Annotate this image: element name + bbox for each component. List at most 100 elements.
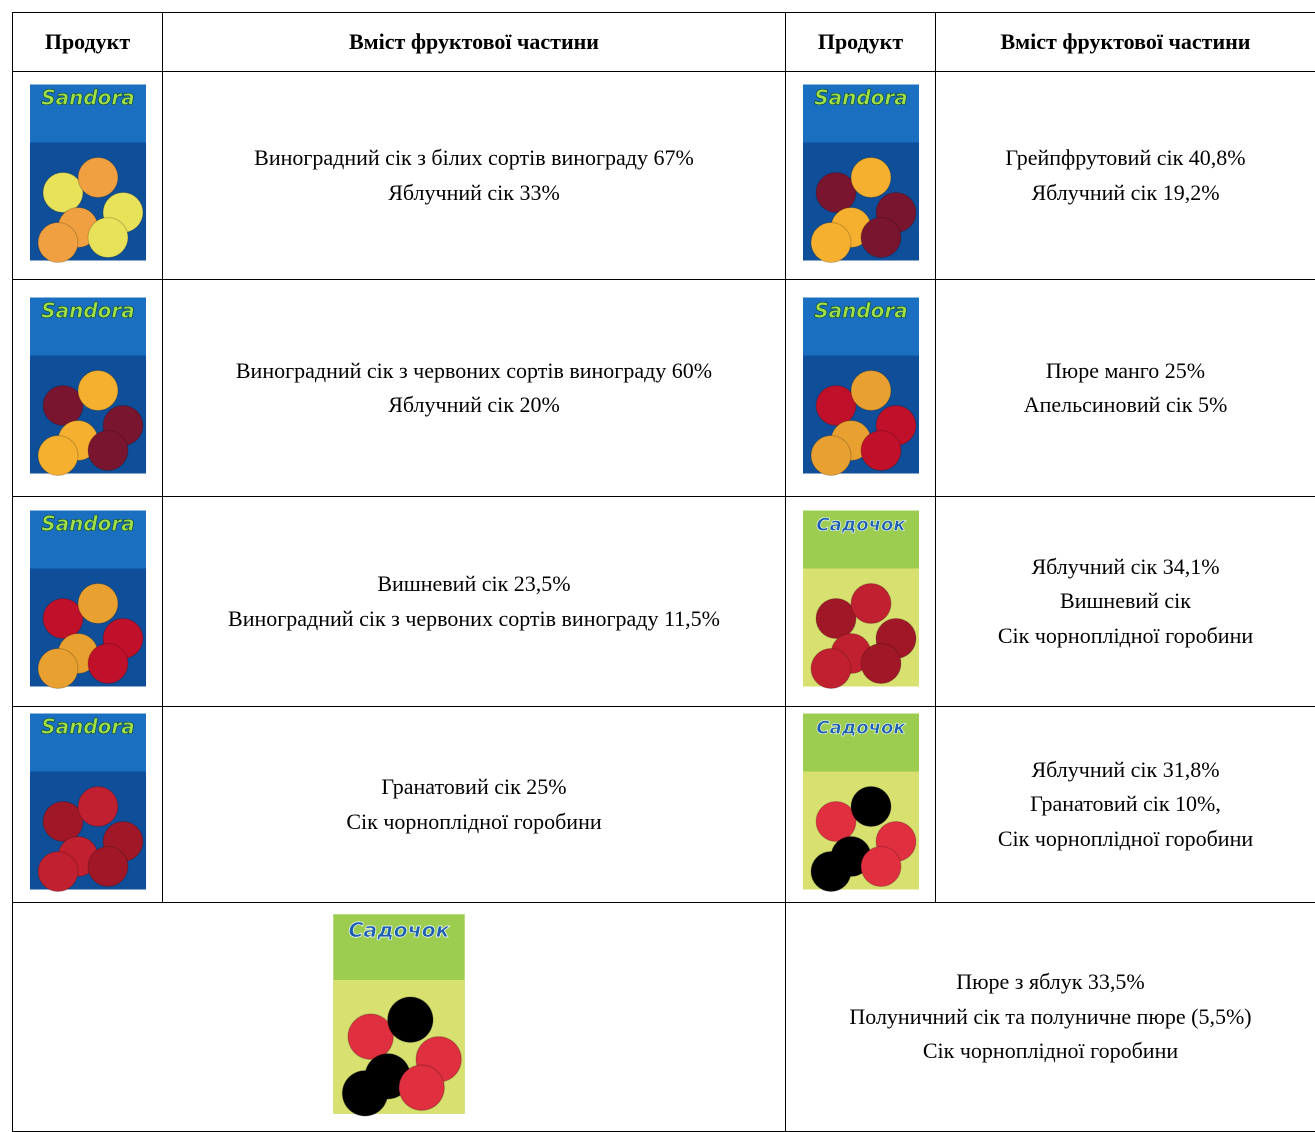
brand-name: Sandora	[41, 512, 135, 536]
table-row: Sandora Виноградний сік з червоних сортів…	[13, 280, 1315, 497]
brand-name: Садочок	[348, 918, 450, 942]
product-cell: Садочок	[13, 903, 786, 1132]
product-cell: Sandora	[786, 72, 936, 280]
fruit	[816, 173, 856, 213]
brand-name: Sandora	[41, 86, 135, 110]
fruit	[43, 802, 83, 842]
product-image: Sandora	[801, 80, 921, 265]
header-cell: Вміст фруктової частини	[936, 13, 1315, 72]
content-line: Вишневий сік 23,5%	[167, 571, 781, 597]
fruit	[851, 584, 891, 624]
content-cell: Вишневий сік 23,5% Виноградний сік з черв…	[163, 497, 786, 707]
content-line: Пюре манго 25%	[940, 358, 1311, 384]
fruit	[78, 787, 118, 827]
content-line: Грейпфрутовий сік 40,8%	[940, 145, 1311, 171]
content-cell: Виноградний сік з білих сортів винограду…	[163, 72, 786, 280]
fruit	[78, 370, 118, 410]
header-cell: Продукт	[13, 13, 163, 72]
content-cell: Пюре з яблук 33,5% Полуничний сік та полу…	[786, 903, 1315, 1132]
content-cell: Яблучний сік 34,1% Вишневий сік Сік чорноп…	[936, 497, 1315, 707]
brand-name: Sandora	[814, 86, 908, 110]
fruit	[811, 649, 851, 689]
fruit	[88, 218, 128, 258]
fruit	[816, 802, 856, 842]
product-image: Sandora	[28, 293, 148, 478]
fruit	[38, 435, 78, 475]
content-line: Апельсиновий сік 5%	[940, 392, 1311, 418]
fruit	[816, 599, 856, 639]
product-cell: Sandora	[13, 707, 163, 903]
product-cell: Sandora	[13, 280, 163, 497]
product-cell: Садочок	[786, 707, 936, 903]
content-line: Сік чорноплідної горобини	[790, 1038, 1311, 1064]
content-cell: Гранатовий сік 25% Сік чорноплідної гороб…	[163, 707, 786, 903]
fruit	[811, 223, 851, 263]
content-line: Виноградний сік з червоних сортів виногр…	[167, 606, 781, 632]
content-line: Пюре з яблук 33,5%	[790, 969, 1311, 995]
fruit	[811, 435, 851, 475]
product-image: Sandora	[28, 709, 148, 894]
content-line: Яблучний сік 19,2%	[940, 180, 1311, 206]
content-line: Яблучний сік 33%	[167, 180, 781, 206]
fruit	[38, 852, 78, 892]
product-image: Sandora	[28, 80, 148, 265]
fruit	[861, 430, 901, 470]
content-line: Виноградний сік з білих сортів винограду…	[167, 145, 781, 171]
table-body: Sandora Виноградний сік з білих сортів ви…	[13, 72, 1315, 1132]
fruit	[38, 223, 78, 263]
product-image: Sandora	[28, 506, 148, 691]
fruit	[88, 430, 128, 470]
brand-name: Sandora	[41, 298, 135, 322]
brand-name: Садочок	[816, 515, 906, 536]
content-line: Сік чорноплідної горобини	[167, 809, 781, 835]
fruit	[348, 1014, 393, 1059]
content-cell: Яблучний сік 31,8%Гранатовий сік 10%,Сік…	[936, 707, 1315, 903]
product-image: Садочок	[331, 903, 467, 1125]
fruit	[399, 1065, 444, 1110]
product-cell: Sandora	[13, 72, 163, 280]
fruit	[851, 787, 891, 827]
product-image: Sandora	[801, 293, 921, 478]
fruit	[811, 852, 851, 892]
fruit	[43, 599, 83, 639]
content-line: Вишневий сік	[940, 588, 1311, 614]
fruit	[388, 997, 433, 1042]
product-cell: Sandora	[786, 280, 936, 497]
fruit	[78, 584, 118, 624]
fruit	[342, 1071, 387, 1116]
product-cell: Садочок	[786, 497, 936, 707]
content-line: Гранатовий сік 10%,	[940, 791, 1311, 817]
fruit	[88, 644, 128, 684]
fruit	[43, 173, 83, 213]
product-image: Садочок	[801, 709, 921, 894]
table-row: Садочок Пюре з яблук 33,5% Полуничний сік …	[13, 903, 1315, 1132]
content-line: Сік чорноплідної горобини	[940, 623, 1311, 649]
content-cell: Грейпфрутовий сік 40,8% Яблучний сік 19,2…	[936, 72, 1315, 280]
fruit	[78, 158, 118, 198]
content-line: Гранатовий сік 25%	[167, 774, 781, 800]
product-image: Садочок	[801, 506, 921, 691]
brand-name: Sandora	[41, 715, 135, 739]
content-line: Сік чорноплідної горобини	[940, 826, 1311, 852]
content-line: Полуничний сік та полуничне пюре (5,5%)	[790, 1004, 1311, 1030]
header-cell: Вміст фруктової частини	[163, 13, 786, 72]
fruit	[816, 385, 856, 425]
fruit	[861, 218, 901, 258]
fruit	[851, 158, 891, 198]
fruit	[851, 370, 891, 410]
fruit	[38, 649, 78, 689]
page: ПродуктВміст фруктової частиниПродуктВмі…	[0, 0, 1315, 1128]
content-line: Яблучний сік 34,1%	[940, 554, 1311, 580]
product-cell: Sandora	[13, 497, 163, 707]
content-cell: Виноградний сік з червоних сортів виногр…	[163, 280, 786, 497]
fruit	[43, 385, 83, 425]
content-line: Яблучний сік 20%	[167, 392, 781, 418]
content-line: Виноградний сік з червоних сортів виногр…	[167, 358, 781, 384]
brand-name: Садочок	[816, 718, 906, 739]
header-cell: Продукт	[786, 13, 936, 72]
table-row: Sandora Вишневий сік 23,5% Виноградний сік…	[13, 497, 1315, 707]
fruit	[88, 847, 128, 887]
brand-name: Sandora	[814, 298, 908, 322]
